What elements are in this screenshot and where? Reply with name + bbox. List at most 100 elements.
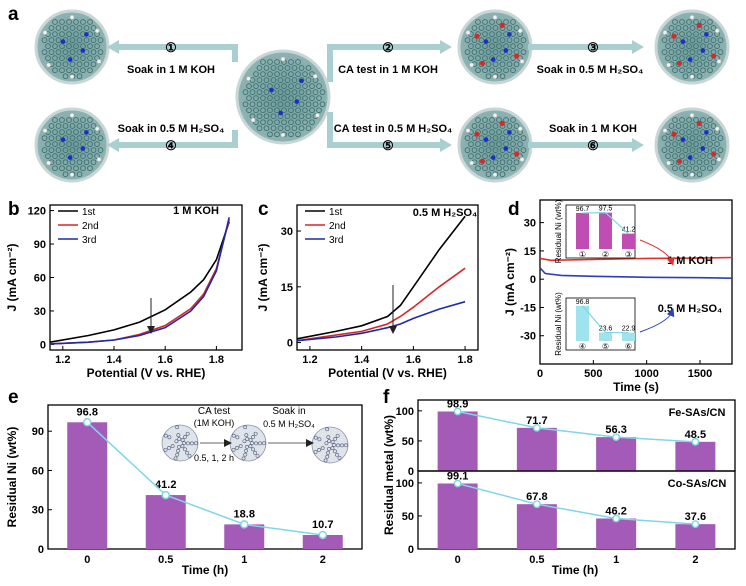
ring-atom [686,129,692,135]
ring-atom [689,123,696,129]
nitrogen-atom [700,48,706,53]
ring-atom [298,65,305,71]
molecule-6 [457,107,533,183]
ring-atom [55,147,62,153]
ring-atom [682,49,689,55]
ring-atom [496,117,502,123]
ring-atom [231,447,236,452]
ring-atom [336,443,340,448]
ring-atom [97,49,104,55]
ring-atom [693,129,699,135]
panel-letter-e: e [8,387,19,408]
ring-atom [468,43,474,49]
ring-atom [69,135,76,141]
ring-atom [679,141,685,147]
inset-step-label: ② [602,250,609,259]
ring-atom [256,77,263,83]
hydrogen-atom [96,59,102,64]
y-tick-label: 0 [408,544,414,556]
panel-letter-f: f [383,387,390,408]
hydrogen-atom [69,15,75,20]
inset-pointer-arrow [639,239,675,266]
ring-atom [177,437,182,441]
ring-atom [302,83,308,89]
ring-atom [661,135,668,141]
ring-atom [277,89,284,95]
y-tick-label: 15 [281,282,293,294]
ring-atom [270,113,277,120]
ring-atom [703,61,710,68]
ring-atom [270,101,277,108]
ring-atom [291,101,298,108]
ring-atom [510,67,516,74]
ring-atom [693,31,699,37]
ring-atom [45,43,51,49]
oxygen-atom [671,131,677,137]
ring-atom [291,65,298,71]
ring-atom [675,135,682,141]
ring-atom [693,117,699,123]
inset-bar [622,332,635,341]
ring-atom [73,67,79,74]
ring-atom [190,441,194,446]
ring-atom [55,123,62,129]
bar [596,518,637,549]
oxygen-atom [696,22,702,28]
oxygen-atom [711,151,717,157]
ring-atom [492,123,499,129]
ring-atom [80,67,86,74]
ring-atom [682,159,689,166]
ring-atom [496,55,502,61]
ring-atom [182,441,186,445]
ring-atom [73,43,79,49]
ring-atom [288,95,294,101]
ring-atom [344,443,348,448]
plot-frame [539,199,733,365]
inset-pointer-arrow [639,308,675,333]
ring-atom [284,89,291,95]
ring-atom [281,119,287,126]
hydrogen-atom [469,160,474,166]
ring-atom [689,61,696,68]
ring-atom [52,31,58,37]
nitrogen-atom [67,57,73,62]
step-num-5: ⑤ [382,138,394,153]
series-name: Co-SAs/CN [668,478,727,490]
ring-atom [686,31,692,37]
ring-atom [707,19,713,25]
ring-atom [496,31,502,37]
bar-value-label: 48.5 [685,429,706,441]
ring-atom [267,131,273,138]
bar-value-label: 10.7 [312,519,333,531]
ring-atom [277,101,284,108]
ring-atom [309,83,315,89]
ring-atom [482,67,488,74]
hydrogen-atom [69,172,75,177]
ring-atom [174,439,179,444]
ring-atom [485,171,492,178]
ring-atom [517,141,523,147]
ring-atom [62,159,69,166]
ring-atom [73,31,79,37]
ring-atom [262,441,266,446]
ring-atom [62,73,69,80]
step-label-6: Soak in 1 M KOH [549,123,637,135]
ring-atom [506,135,513,141]
x-tick-label: 0.5 [158,554,173,566]
ring-atom [323,458,328,463]
ring-atom [288,107,294,114]
ring-atom [281,83,287,89]
ring-atom [506,159,513,166]
ring-atom [73,153,79,159]
ring-atom [69,37,76,43]
ring-atom [489,141,495,147]
ring-atom [489,31,495,37]
ring-atom [41,135,48,141]
hydrogen-atom [280,132,286,138]
ring-atom [66,31,72,37]
ring-atom [66,129,72,135]
ring-atom [679,117,685,123]
hydrogen-atom [465,30,471,35]
ring-atom [41,147,48,153]
x-tick-label: 0 [455,554,461,566]
